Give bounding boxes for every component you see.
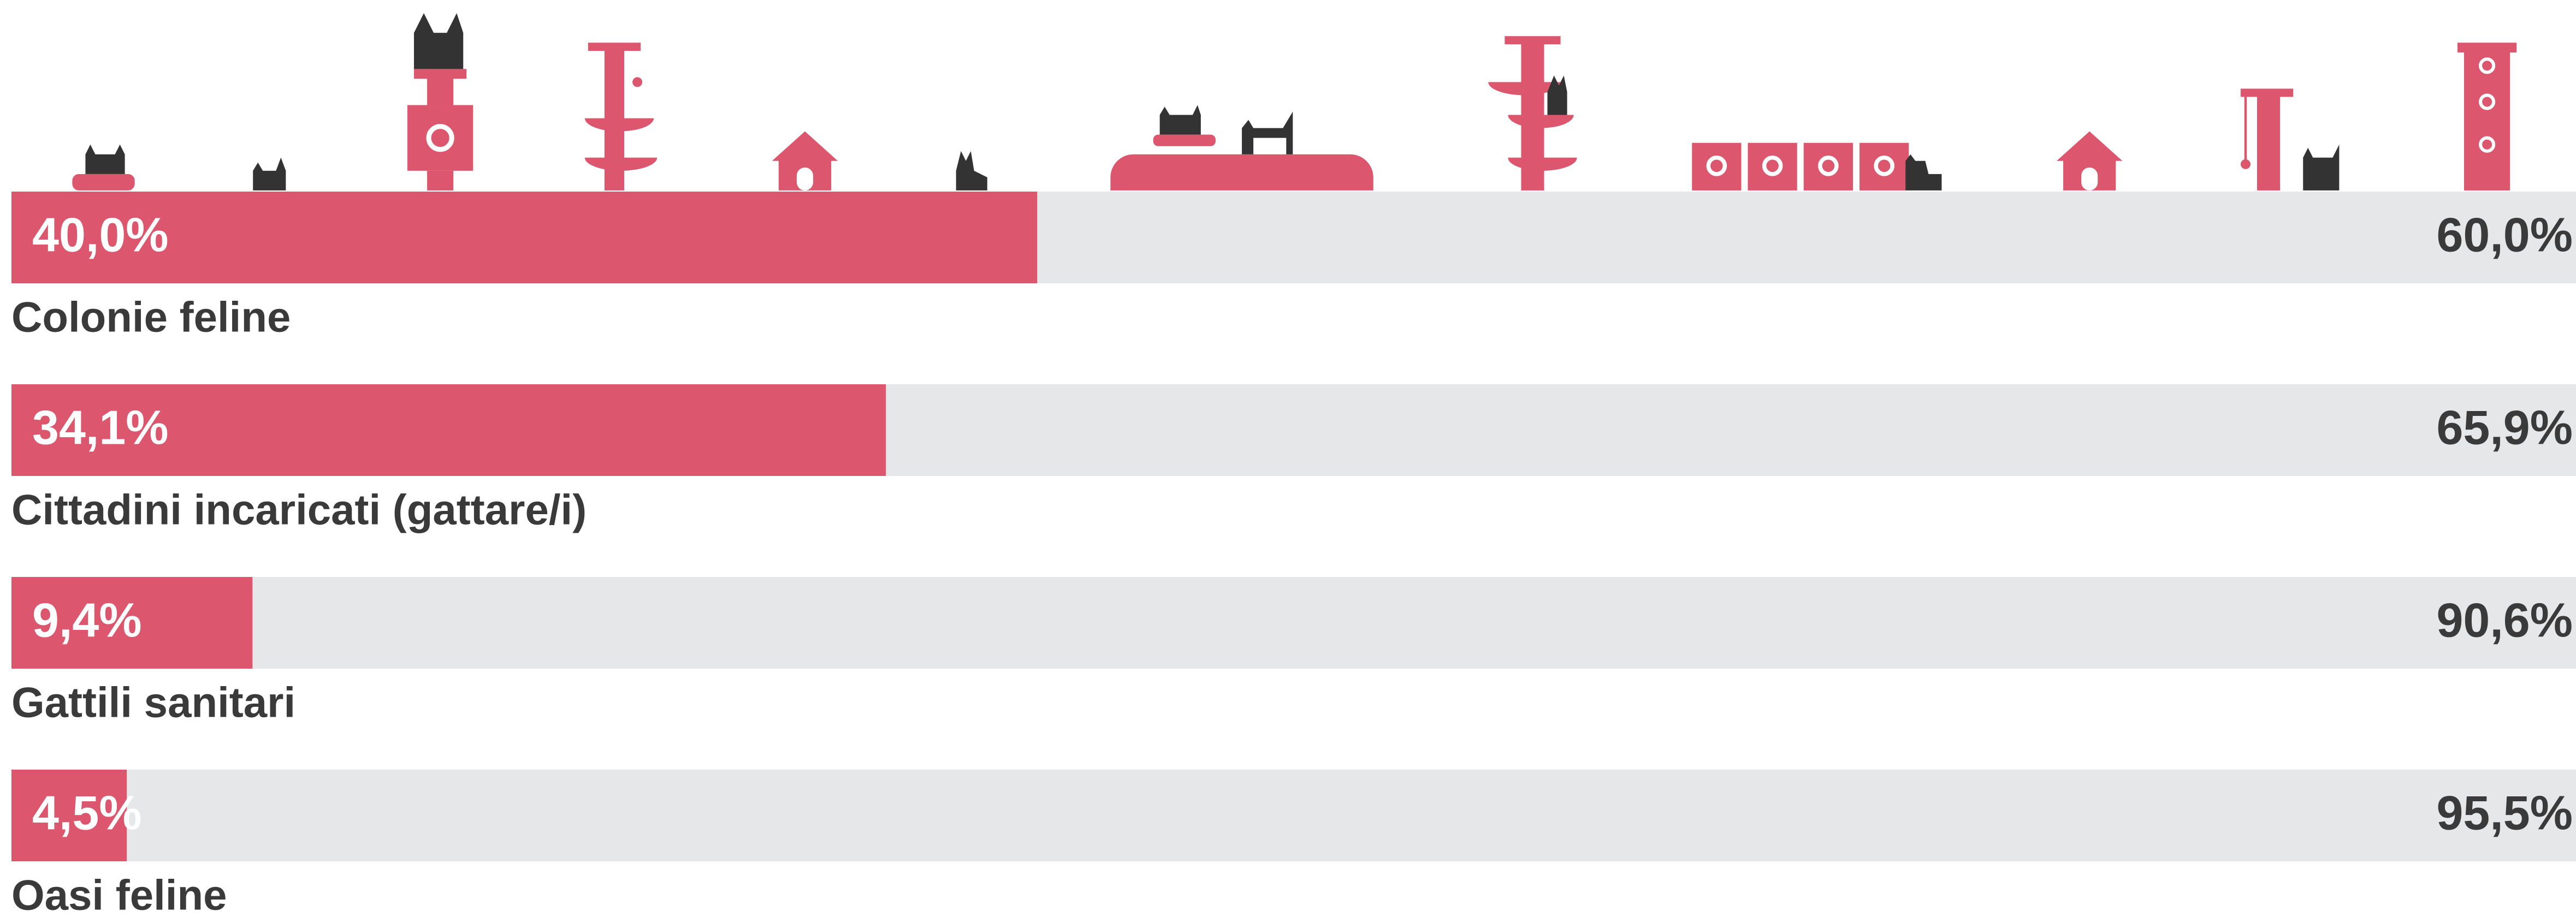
tower-post bbox=[427, 171, 453, 190]
post-top bbox=[588, 43, 641, 51]
value-label: 34,1% bbox=[32, 400, 169, 454]
decoration bbox=[72, 13, 2516, 190]
post-shelf bbox=[1508, 158, 1577, 171]
cat-icon bbox=[253, 158, 286, 190]
cat-icon bbox=[956, 151, 987, 190]
tower-top bbox=[2457, 43, 2516, 52]
cat-icon bbox=[1548, 75, 1567, 115]
post-shelf bbox=[585, 158, 657, 171]
category-label: Cittadini incaricati (gattare/i) bbox=[11, 486, 587, 534]
cat-icon bbox=[1242, 112, 1293, 154]
value-label: 40,0% bbox=[32, 207, 169, 261]
post-top bbox=[2241, 88, 2293, 97]
house-door bbox=[2081, 168, 2098, 190]
bar bbox=[1037, 192, 2576, 283]
value-label: 4,5% bbox=[32, 785, 142, 839]
category-label: Oasi feline bbox=[11, 871, 227, 917]
post-top bbox=[1505, 36, 1560, 44]
bar bbox=[252, 577, 2576, 669]
post bbox=[2257, 92, 2280, 190]
boxes bbox=[1692, 143, 1909, 190]
chart: 40,0% 60,0% Colonie feline 34,1% 65,9% Cittad… bbox=[0, 0, 2576, 917]
value-label: 65,9% bbox=[2436, 400, 2573, 454]
post-shelf bbox=[1508, 115, 1573, 128]
cat-icon bbox=[2303, 145, 2339, 190]
category-label: Gattili sanitari bbox=[11, 678, 295, 727]
post-shelf bbox=[585, 118, 654, 132]
cat-icon bbox=[1160, 105, 1201, 135]
tower-top bbox=[414, 69, 466, 79]
bowl bbox=[1153, 135, 1216, 146]
bar bbox=[127, 770, 2576, 861]
category-label: Colonie feline bbox=[11, 293, 291, 341]
cat-icon bbox=[1905, 154, 1941, 190]
tower-post bbox=[427, 75, 453, 105]
toy bbox=[2241, 159, 2251, 169]
tower-box bbox=[407, 105, 473, 171]
value-label: 95,5% bbox=[2436, 785, 2573, 839]
tower bbox=[2464, 49, 2510, 190]
page: {"chart_data": {"type": "stacked-bar-hor… bbox=[0, 0, 2576, 917]
cat-icon bbox=[414, 13, 463, 69]
value-label: 9,4% bbox=[32, 593, 142, 647]
toy bbox=[632, 77, 642, 87]
cat-bed bbox=[1110, 154, 1373, 190]
cat-bed bbox=[72, 174, 134, 190]
value-label: 90,6% bbox=[2436, 593, 2573, 647]
value-label: 60,0% bbox=[2436, 207, 2573, 261]
house-door bbox=[797, 168, 813, 190]
bar bbox=[886, 384, 2576, 476]
cat-icon bbox=[85, 145, 125, 174]
